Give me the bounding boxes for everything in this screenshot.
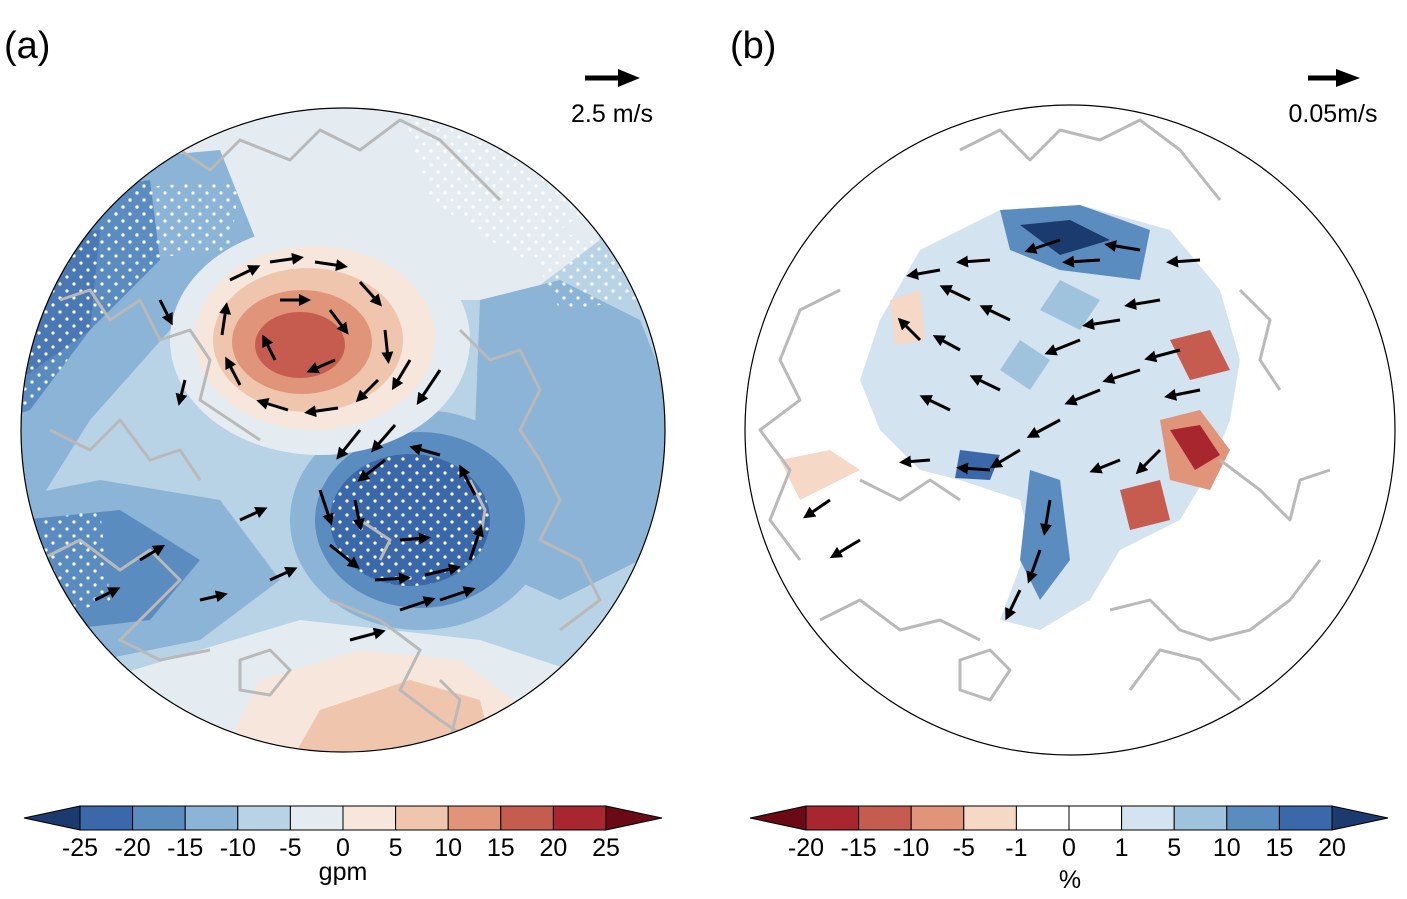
colorbar-swatch [963,805,1017,831]
colorbar-a-swatches [23,805,663,831]
colorbar-tick-label: -25 [62,834,98,862]
colorbar-tick-label: 0 [1062,834,1076,862]
colorbar-swatch [395,805,449,831]
colorbar-swatch [858,805,912,831]
panel-b-colorbar: -20 -15 -10 -5 -1 0 1 5 10 15 20 % [749,805,1389,894]
colorbar-swatch [79,805,134,831]
colorbar-swatch [184,805,239,831]
colorbar-swatch [910,805,965,831]
colorbar-swatch [500,805,554,831]
colorbar-end-triangle [23,805,81,831]
colorbar-tick-label: 10 [434,834,462,862]
colorbar-swatch [289,805,344,831]
colorbar-a-ticks: -25 -20 -15 -10 -5 0 5 10 15 20 25 [62,834,620,862]
colorbar-swatch [552,805,607,831]
panel-a-map-border [20,107,666,753]
reference-arrowhead-icon [1336,69,1360,87]
panel-b-map-border [744,104,1396,756]
colorbar-tick-label: -5 [953,834,975,862]
colorbar-swatch [132,805,186,831]
colorbar-swatch [1121,805,1175,831]
colorbar-tick-label: 5 [1167,834,1181,862]
colorbar-swatch [1278,805,1333,831]
colorbar-tick-label: 10 [1213,834,1241,862]
colorbar-b-unit: % [1059,866,1081,894]
colorbar-b-swatches [749,805,1389,831]
colorbar-tick-label: 15 [487,834,515,862]
colorbar-tick-label: 25 [592,834,620,862]
reference-vector-label: 0.05m/s [1289,100,1378,128]
ice-drift-vectors [803,238,1201,621]
colorbar-tick-label: -20 [115,834,151,862]
panel-a-label: (a) [4,25,50,67]
colorbar-tick-label: -1 [1005,834,1027,862]
colorbar-tick-label: 20 [539,834,567,862]
panel-b-map [745,105,1395,755]
colorbar-tick-label: -15 [167,834,203,862]
colorbar-swatch [342,805,397,831]
colorbar-a-unit: gpm [319,858,368,886]
colorbar-end-triangle [749,805,807,831]
reference-arrowhead-icon [618,69,640,87]
colorbar-tick-label: 15 [1265,834,1293,862]
colorbar-tick-label: 0 [336,834,350,862]
panel-b-reference-vector: 0.05m/s [1289,69,1378,128]
colorbar-swatch [1226,805,1280,831]
colorbar-swatch [237,805,291,831]
colorbar-tick-label: 20 [1318,834,1346,862]
colorbar-swatch [1015,805,1070,831]
colorbar-end-triangle [605,805,663,831]
wind-vectors [94,252,484,642]
colorbar-end-triangle [1331,805,1389,831]
panel-b: (b) 0.05m/s [730,25,1396,894]
panel-a: (a) 2.5 m/s [4,25,666,886]
colorbar-tick-label: 1 [1115,834,1129,862]
colorbar-swatch [1068,805,1123,831]
colorbar-swatch [805,805,860,831]
colorbar-tick-label: -10 [893,834,929,862]
colorbar-tick-label: -20 [788,834,824,862]
colorbar-swatch [1173,805,1228,831]
panel-b-label: (b) [730,25,776,67]
colorbar-tick-label: -15 [841,834,877,862]
panel-a-colorbar: -25 -20 -15 -10 -5 0 5 10 15 20 25 gpm [23,805,663,886]
reference-vector-label: 2.5 m/s [571,100,653,128]
colorbar-tick-label: -10 [220,834,256,862]
colorbar-tick-label: 5 [389,834,403,862]
colorbar-swatch [447,805,502,831]
panel-a-map [21,108,665,752]
colorbar-b-ticks: -20 -15 -10 -5 -1 0 1 5 10 15 20 [788,834,1346,862]
colorbar-tick-label: -5 [279,834,301,862]
panel-a-reference-vector: 2.5 m/s [571,69,653,128]
